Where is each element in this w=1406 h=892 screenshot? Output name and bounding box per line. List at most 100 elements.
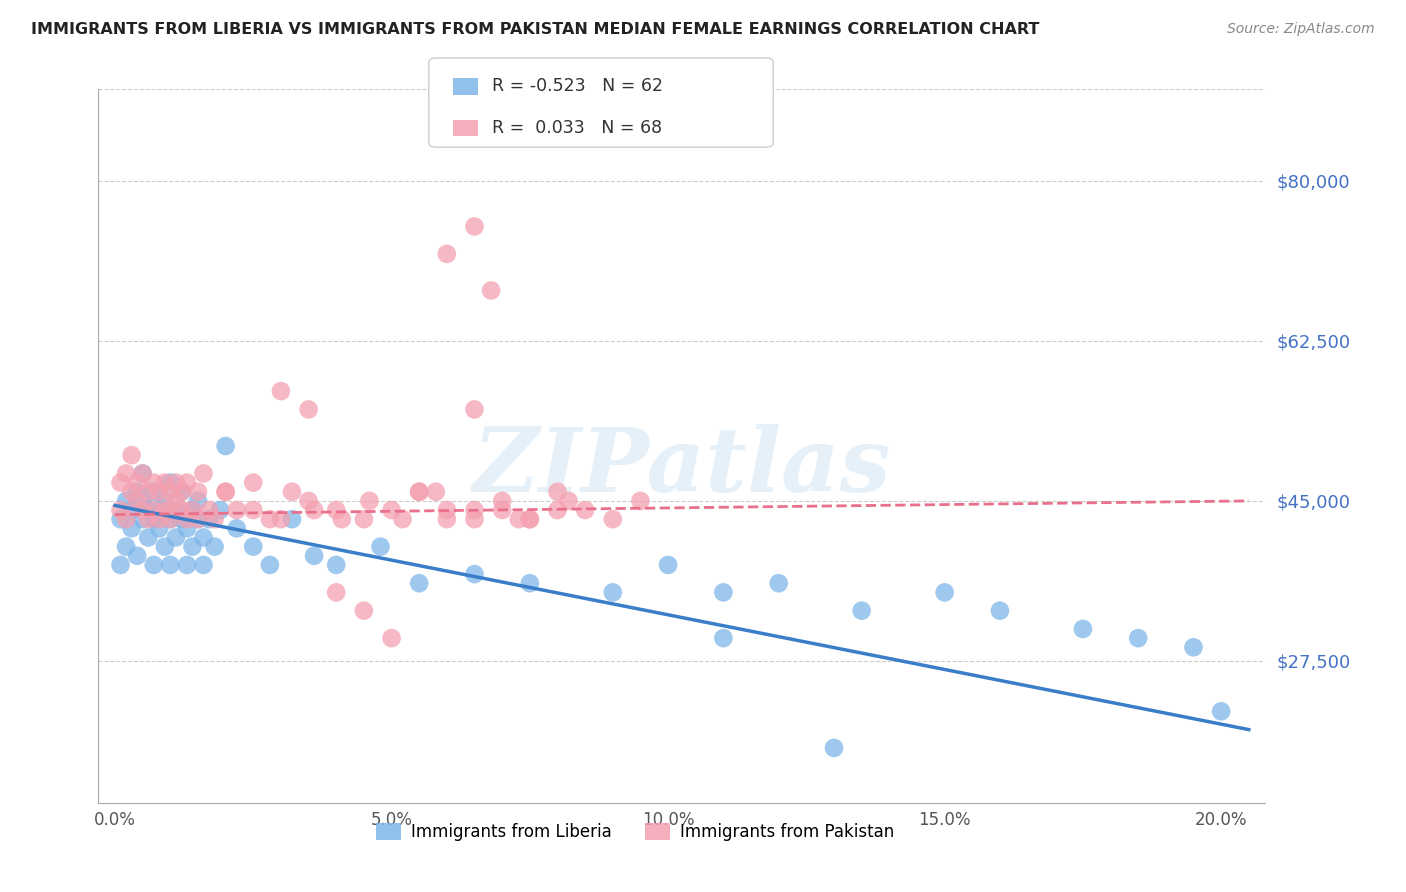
Point <box>359 494 381 508</box>
Point <box>628 494 651 508</box>
Point <box>546 484 568 499</box>
Point <box>187 512 209 526</box>
Point <box>988 604 1011 618</box>
Point <box>508 512 530 526</box>
Point <box>713 585 735 599</box>
Point <box>1128 631 1150 645</box>
Point <box>159 475 181 490</box>
Point <box>281 484 304 499</box>
Point <box>408 484 430 499</box>
Point <box>148 512 170 526</box>
Point <box>270 384 292 398</box>
Point <box>297 494 319 508</box>
Point <box>546 503 568 517</box>
Point <box>325 503 347 517</box>
Point <box>1182 640 1205 655</box>
Text: R =  0.033   N = 68: R = 0.033 N = 68 <box>492 119 662 136</box>
Point <box>193 531 215 545</box>
Point <box>557 494 579 508</box>
Point <box>242 540 264 554</box>
Point <box>370 540 392 554</box>
Point <box>479 284 502 298</box>
Text: IMMIGRANTS FROM LIBERIA VS IMMIGRANTS FROM PAKISTAN MEDIAN FEMALE EARNINGS CORRE: IMMIGRANTS FROM LIBERIA VS IMMIGRANTS FR… <box>31 22 1039 37</box>
Point <box>153 540 176 554</box>
Point <box>165 531 187 545</box>
Point <box>127 484 149 499</box>
Point <box>121 484 143 499</box>
Point <box>159 484 181 499</box>
Point <box>159 512 181 526</box>
Point <box>187 512 209 526</box>
Point <box>153 503 176 517</box>
Point <box>519 512 541 526</box>
Point <box>148 503 170 517</box>
Point <box>165 494 187 508</box>
Point <box>170 503 193 517</box>
Point <box>131 467 153 481</box>
Point <box>165 475 187 490</box>
Point <box>1211 704 1233 718</box>
Point <box>198 503 221 517</box>
Point <box>519 512 541 526</box>
Point <box>408 484 430 499</box>
Point <box>463 503 485 517</box>
Point <box>574 503 596 517</box>
Point <box>436 503 458 517</box>
Point <box>170 484 193 499</box>
Point <box>353 512 375 526</box>
Point <box>463 512 485 526</box>
Point <box>259 558 281 572</box>
Point <box>657 558 679 572</box>
Point <box>136 503 159 517</box>
Point <box>270 512 292 526</box>
Point <box>165 503 187 517</box>
Text: Source: ZipAtlas.com: Source: ZipAtlas.com <box>1227 22 1375 37</box>
Point <box>193 467 215 481</box>
Point <box>115 494 138 508</box>
Point <box>242 503 264 517</box>
Point <box>281 512 304 526</box>
Point <box>851 604 873 618</box>
Point <box>181 540 204 554</box>
Point <box>142 475 165 490</box>
Point <box>131 512 153 526</box>
Point <box>380 631 402 645</box>
Point <box>602 512 624 526</box>
Point <box>136 531 159 545</box>
Point <box>142 512 165 526</box>
Point <box>214 484 236 499</box>
Text: ZIPatlas: ZIPatlas <box>474 425 890 510</box>
Point <box>302 503 325 517</box>
Text: R = -0.523   N = 62: R = -0.523 N = 62 <box>492 77 664 95</box>
Point <box>204 540 226 554</box>
Point <box>491 494 513 508</box>
Point <box>127 475 149 490</box>
Point <box>302 549 325 563</box>
Point <box>176 475 198 490</box>
Point <box>127 549 149 563</box>
Point <box>204 512 226 526</box>
Point <box>519 576 541 591</box>
Point <box>115 467 138 481</box>
Point <box>408 576 430 591</box>
Point <box>131 503 153 517</box>
Point <box>353 604 375 618</box>
Point <box>136 512 159 526</box>
Point <box>142 503 165 517</box>
Point <box>121 503 143 517</box>
Point <box>115 540 138 554</box>
Point <box>121 521 143 535</box>
Point <box>380 503 402 517</box>
Point <box>259 512 281 526</box>
Point <box>159 558 181 572</box>
Point <box>142 558 165 572</box>
Point <box>115 512 138 526</box>
Point <box>425 484 447 499</box>
Legend: Immigrants from Liberia, Immigrants from Pakistan: Immigrants from Liberia, Immigrants from… <box>370 816 901 848</box>
Point <box>436 247 458 261</box>
Point <box>110 475 132 490</box>
Point <box>463 219 485 234</box>
Point <box>193 558 215 572</box>
Point <box>768 576 790 591</box>
Point <box>153 494 176 508</box>
